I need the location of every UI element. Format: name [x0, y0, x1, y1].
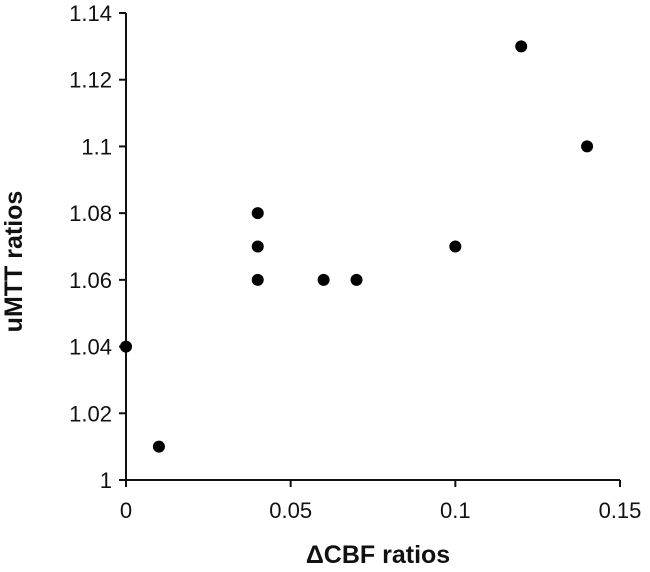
x-tick-label: 0.15: [599, 498, 642, 523]
x-tick-label: 0.1: [440, 498, 471, 523]
y-tick-label: 1.06: [69, 268, 112, 293]
y-tick-label: 1.02: [69, 401, 112, 426]
y-axis-ticks: 1 1.02 1.04 1.06 1.08 1.1 1.12 1.14: [69, 1, 126, 493]
data-point: [515, 40, 528, 53]
y-tick-label: 1.1: [81, 134, 112, 159]
y-tick-label: 1.14: [69, 1, 112, 26]
x-axis-title: ΔCBF ratios: [306, 541, 450, 569]
data-point: [350, 273, 363, 286]
x-tick-label: 0: [120, 498, 132, 523]
data-point: [152, 440, 165, 453]
data-point: [120, 340, 132, 353]
y-tick-label: 1: [100, 468, 112, 493]
data-point: [251, 240, 264, 253]
x-tick-label: 0.05: [269, 498, 312, 523]
axes: [125, 13, 620, 481]
data-point: [317, 273, 330, 286]
y-tick-label: 1.04: [69, 335, 112, 360]
data-points: [120, 40, 594, 453]
data-point: [251, 273, 264, 286]
y-tick-label: 1.12: [69, 68, 112, 93]
data-point: [581, 140, 594, 153]
y-axis-title: uMTT ratios: [0, 191, 28, 333]
y-tick-label: 1.08: [69, 201, 112, 226]
x-axis-ticks: 0 0.05 0.1 0.15: [120, 480, 642, 523]
data-point: [449, 240, 462, 253]
data-point: [251, 207, 264, 220]
